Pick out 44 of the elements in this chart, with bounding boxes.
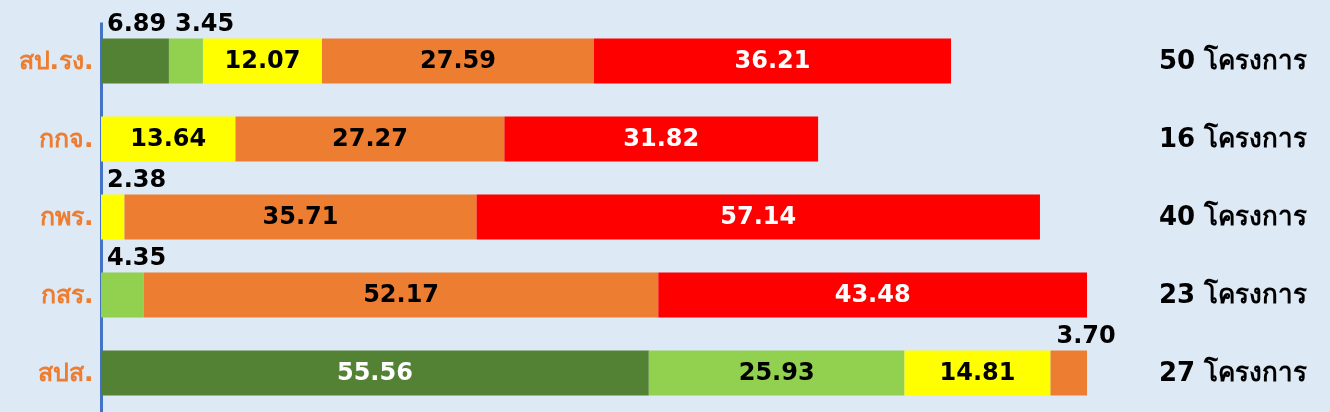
bar (101, 38, 169, 84)
data-label: 27.59 (420, 46, 496, 74)
bar (101, 272, 144, 318)
data-label: 25.93 (738, 358, 815, 386)
data-label: 14.81 (939, 358, 1016, 386)
data-label: 55.56 (336, 358, 413, 386)
text: 50 โครงการ (1159, 44, 1308, 75)
bar (101, 194, 125, 240)
data-label: 43.48 (834, 280, 911, 308)
y-tick-label: กกจ. (39, 124, 94, 153)
y-tick-label: สป.รง. (18, 46, 94, 75)
text: 27 โครงการ (1159, 356, 1308, 387)
bar (235, 116, 505, 162)
data-label: 31.82 (623, 124, 700, 152)
bar (101, 350, 649, 396)
bar (658, 272, 1087, 318)
y-tick-label: กพร. (40, 202, 94, 231)
bar (168, 38, 203, 84)
data-label: 12.07 (224, 46, 301, 74)
bar (1050, 350, 1087, 396)
bar (904, 350, 1051, 396)
bar (143, 272, 659, 318)
bar (648, 350, 905, 396)
bar (476, 194, 1040, 240)
bar (124, 194, 477, 240)
bar (321, 38, 594, 84)
data-label: 6.89 (107, 9, 167, 38)
text: 16 โครงการ (1159, 122, 1308, 153)
bar (504, 116, 819, 162)
data-label: 52.17 (363, 280, 440, 308)
data-label: 36.21 (734, 46, 811, 74)
data-label: 4.35 (107, 243, 167, 272)
bar (594, 38, 952, 84)
data-label: 57.14 (720, 202, 797, 230)
data-label: 27.27 (331, 124, 408, 152)
data-label: 2.38 (107, 165, 167, 194)
data-label: 35.71 (262, 202, 339, 230)
text: 23 โครงการ (1159, 278, 1308, 309)
data-label: 3.70 (1056, 321, 1116, 350)
y-tick-label: กสร. (41, 280, 94, 309)
data-label: 3.45 (174, 9, 235, 38)
text: 40 โครงการ (1159, 200, 1308, 231)
data-label: 13.64 (130, 124, 207, 152)
y-tick-label: สปส. (38, 358, 94, 387)
